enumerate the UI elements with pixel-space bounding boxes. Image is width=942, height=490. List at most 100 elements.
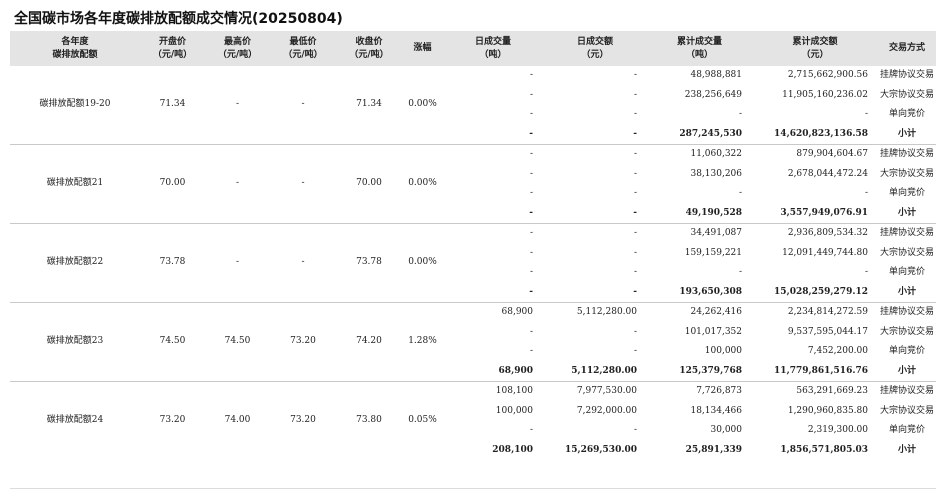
table-row: - - 238,256,649 11,905,160,236.02 大宗协议交易	[10, 86, 936, 106]
trade-mode: 大宗协议交易	[879, 326, 934, 337]
cumulative-volume: 25,891,339	[685, 444, 742, 455]
table-row: 碳排放配额24 73.20 74.00 73.20 73.80 0.05% 10…	[10, 382, 936, 425]
cumulative-amount: 2,678,044,472.24	[787, 168, 868, 179]
table-row: 碳排放配额22 73.78 - - 73.78 0.00% - - 34,491…	[10, 223, 936, 303]
day-volume: -	[529, 168, 533, 179]
header-day-volume: 日成交量 （吨）	[443, 31, 543, 66]
day-amount: 7,292,000.00	[576, 405, 637, 416]
cumulative-volume: 48,988,881	[690, 70, 742, 80]
product-name: 碳排放配额23	[10, 302, 140, 382]
header-row: 各年度 碳排放配额 开盘价 （元/吨） 最高价 （元/吨） 最低价 （元/吨） 收盘价（…	[10, 31, 936, 66]
trade-mode: 小计	[878, 282, 936, 303]
day-amount: -	[543, 203, 647, 224]
table-row: - - - - 单向竞价	[10, 184, 936, 204]
day-volume: -	[529, 346, 533, 356]
cumulative-volume: 287,245,530	[647, 124, 752, 145]
header-day-amount: 日成交额 （元）	[543, 31, 647, 66]
high-price: 74.00	[224, 415, 251, 426]
cumulative-amount: 1,856,571,805.03	[780, 444, 868, 455]
table-row: - - - - 单向竞价	[10, 105, 936, 125]
header-high-price: 最高价 （元/吨）	[205, 31, 270, 66]
header-cumulative-volume: 累计成交量 （吨）	[647, 31, 752, 66]
price-change: 0.00%	[402, 66, 443, 145]
cumulative-volume: 100,000	[704, 346, 742, 356]
subtotal-row: - - 287,245,530 14,620,823,136.58 小计	[10, 124, 936, 145]
low-price: 73.20	[270, 302, 336, 382]
day-volume: 68,900	[443, 361, 543, 382]
cumulative-volume: -	[738, 109, 742, 119]
cumulative-amount: 12,091,449,744.80	[782, 247, 868, 258]
header-trade-mode: 交易方式	[878, 31, 936, 66]
close-price: 73.78	[336, 223, 402, 303]
cumulative-amount: 2,715,662,900.56	[787, 70, 868, 80]
product-name: 碳排放配额24	[46, 415, 104, 426]
product-name: 碳排放配额19-20	[10, 66, 140, 145]
header-close-price: 收盘价 （元/吨）	[336, 31, 402, 66]
page-title: 全国碳市场各年度碳排放配额成交情况(20250804)	[14, 11, 343, 27]
day-amount: -	[633, 70, 637, 80]
cumulative-amount: 563,291,669.23	[796, 386, 868, 396]
day-volume: -	[529, 109, 533, 119]
trade-mode: 挂牌协议交易	[879, 149, 934, 159]
trade-mode: 挂牌协议交易	[879, 307, 934, 317]
open-price: 71.34	[140, 66, 205, 145]
trade-mode: 大宗协议交易	[879, 247, 934, 258]
cumulative-amount: 879,904,604.67	[796, 149, 868, 159]
price-change: 0.00%	[402, 223, 443, 303]
close-price: 73.80	[356, 415, 382, 426]
trade-mode: 大宗协议交易	[879, 405, 934, 416]
day-volume: -	[529, 247, 533, 258]
high-price: -	[205, 144, 270, 224]
day-volume: -	[443, 203, 543, 224]
cumulative-amount: 9,537,595,044.17	[787, 326, 868, 337]
product-name: 碳排放配额22	[10, 223, 140, 303]
cumulative-amount: -	[864, 109, 868, 119]
day-amount: -	[633, 89, 637, 100]
high-price: 74.50	[205, 302, 270, 382]
cumulative-volume: 193,650,308	[647, 282, 752, 303]
day-amount: 7,977,530.00	[576, 386, 637, 396]
cumulative-volume: -	[738, 267, 742, 277]
trade-mode: 单向竞价	[888, 188, 925, 198]
high-price: -	[205, 66, 270, 145]
cumulative-volume: 49,190,528	[647, 203, 752, 224]
price-change: 1.28%	[402, 302, 443, 382]
cumulative-volume: 101,017,352	[684, 326, 742, 337]
day-volume: -	[529, 188, 533, 198]
day-volume: 108,100	[495, 386, 533, 396]
day-amount: -	[543, 282, 647, 303]
cumulative-amount: 11,779,861,516.76	[752, 361, 878, 382]
header-change: 涨幅	[402, 31, 443, 66]
cumulative-volume: 18,134,466	[690, 405, 742, 416]
day-amount: -	[543, 124, 647, 145]
day-amount: -	[633, 149, 637, 159]
trade-mode: 单向竞价	[888, 267, 925, 277]
subtotal-row: - - 193,650,308 15,028,259,279.12 小计	[10, 282, 936, 303]
cumulative-volume: 125,379,768	[647, 361, 752, 382]
cumulative-volume: 24,262,416	[690, 307, 742, 317]
day-amount: -	[633, 326, 637, 337]
day-volume: -	[529, 89, 533, 100]
day-amount: -	[633, 168, 637, 179]
cumulative-amount: 7,452,200.00	[807, 346, 868, 356]
day-amount: -	[633, 247, 637, 258]
product-name: 碳排放配额21	[10, 144, 140, 224]
day-volume: 208,100	[492, 444, 533, 455]
day-volume: -	[529, 228, 533, 238]
day-volume: -	[443, 124, 543, 145]
close-price: 71.34	[336, 66, 402, 145]
trading-table-wrapper: 各年度 碳排放配额 开盘价 （元/吨） 最高价 （元/吨） 最低价 （元/吨） 收盘价（…	[10, 31, 936, 460]
day-amount: 15,269,530.00	[564, 444, 637, 455]
table-row: - - 30,000 2,319,300.00 单向竞价	[10, 421, 936, 441]
cumulative-volume: 38,130,206	[690, 168, 742, 179]
trade-mode: 挂牌协议交易	[879, 228, 934, 238]
table-row: - - 38,130,206 2,678,044,472.24 大宗协议交易	[10, 165, 936, 185]
cumulative-volume: 159,159,221	[684, 247, 742, 258]
trade-mode: 小计	[878, 361, 936, 382]
day-amount: -	[633, 188, 637, 198]
cumulative-amount: 2,319,300.00	[807, 425, 868, 435]
subtotal-row: - - 49,190,528 3,557,949,076.91 小计	[10, 203, 936, 224]
trade-mode: 小计	[897, 444, 916, 455]
header-product: 各年度 碳排放配额	[10, 31, 140, 66]
day-amount: 5,112,280.00	[543, 361, 647, 382]
